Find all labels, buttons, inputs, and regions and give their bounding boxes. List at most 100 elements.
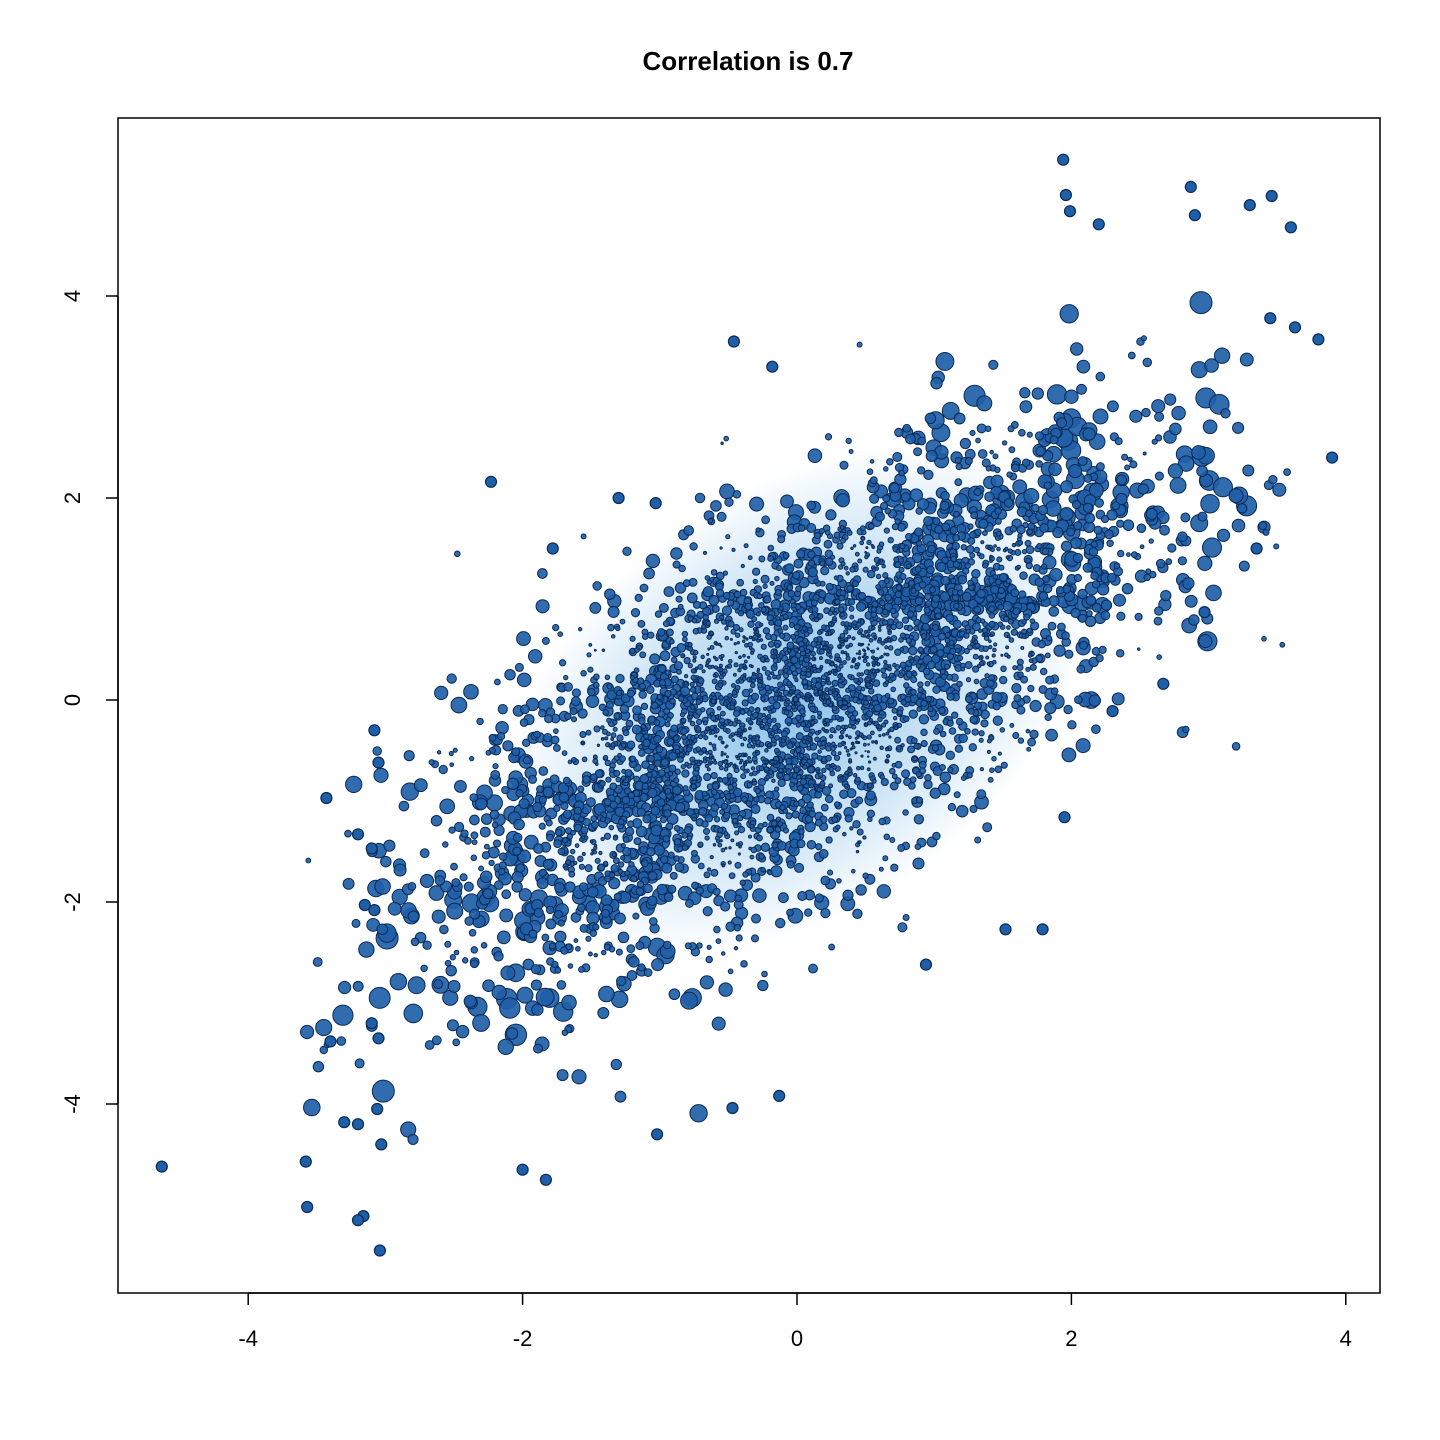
data-point	[680, 653, 685, 659]
data-point	[593, 673, 600, 681]
data-point	[939, 668, 946, 675]
data-point	[608, 743, 612, 748]
data-point	[945, 750, 956, 761]
data-point	[720, 710, 726, 717]
data-point	[982, 562, 989, 569]
data-point	[505, 1027, 519, 1040]
data-point	[810, 650, 816, 657]
data-point	[965, 676, 972, 683]
data-point	[673, 735, 679, 742]
data-point	[967, 523, 974, 530]
data-point	[610, 732, 617, 739]
data-point	[986, 749, 991, 754]
data-point	[777, 778, 786, 788]
data-point	[817, 613, 824, 620]
data-point	[637, 619, 646, 628]
data-point	[657, 664, 667, 673]
data-point	[867, 674, 872, 679]
data-point	[783, 773, 791, 782]
data-point	[751, 913, 761, 924]
data-point	[498, 861, 507, 870]
data-point	[717, 735, 723, 741]
data-point	[722, 727, 728, 733]
data-point	[897, 922, 908, 933]
data-point	[852, 580, 859, 588]
data-point	[756, 667, 761, 672]
data-point	[1037, 639, 1047, 649]
data-point	[778, 767, 784, 774]
data-point	[445, 964, 457, 977]
data-point	[823, 722, 828, 727]
data-point	[988, 644, 993, 650]
data-point	[905, 533, 913, 541]
data-point	[299, 1155, 312, 1168]
data-point	[1013, 694, 1022, 703]
data-point	[1236, 503, 1248, 514]
data-point	[794, 677, 799, 683]
data-point	[1140, 335, 1147, 342]
data-point	[1228, 488, 1244, 504]
data-point	[444, 959, 452, 967]
data-point	[724, 497, 734, 507]
data-point	[845, 437, 852, 445]
data-point	[398, 800, 410, 812]
data-point	[883, 527, 890, 534]
data-point	[988, 620, 996, 629]
data-point	[403, 750, 415, 762]
data-point	[665, 716, 672, 722]
data-point	[990, 474, 1004, 488]
data-point	[615, 776, 622, 783]
data-point	[702, 720, 708, 726]
data-point	[708, 595, 720, 606]
data-point	[845, 644, 850, 649]
data-point	[830, 554, 836, 560]
data-point	[955, 647, 961, 654]
data-point	[862, 835, 867, 840]
data-point	[837, 674, 842, 679]
data-point	[694, 733, 700, 739]
data-point	[581, 851, 586, 857]
data-point	[459, 873, 468, 882]
data-point	[373, 767, 389, 783]
data-point	[1060, 480, 1073, 494]
data-point	[345, 775, 363, 794]
data-point	[684, 641, 689, 647]
data-point	[1239, 352, 1254, 367]
data-point	[748, 760, 753, 764]
data-point	[872, 672, 878, 677]
data-point	[428, 885, 445, 901]
data-point	[1064, 389, 1079, 404]
data-point	[899, 542, 906, 550]
data-point	[613, 892, 622, 901]
data-point	[1023, 488, 1040, 504]
data-point	[374, 878, 391, 895]
data-point	[837, 700, 844, 706]
data-point	[854, 751, 858, 755]
data-point	[772, 662, 778, 668]
data-point	[604, 674, 611, 681]
data-point	[557, 847, 566, 856]
data-point	[433, 979, 444, 990]
data-point	[1197, 555, 1213, 572]
data-point	[767, 742, 772, 748]
data-point	[602, 860, 609, 867]
data-point	[605, 700, 615, 709]
data-point	[925, 600, 933, 607]
data-point	[857, 693, 865, 700]
data-point	[955, 463, 963, 471]
data-point	[1029, 729, 1039, 739]
data-point	[874, 511, 885, 522]
data-point	[738, 655, 742, 660]
data-point	[773, 747, 780, 754]
data-point	[1001, 440, 1008, 446]
data-point	[950, 555, 958, 563]
data-point	[811, 686, 816, 691]
data-point	[556, 696, 566, 706]
data-point	[876, 617, 882, 623]
data-point	[344, 829, 352, 838]
data-point	[639, 845, 648, 855]
data-point	[977, 449, 988, 459]
data-point	[579, 924, 589, 933]
data-point	[711, 604, 720, 613]
data-point	[864, 595, 873, 604]
